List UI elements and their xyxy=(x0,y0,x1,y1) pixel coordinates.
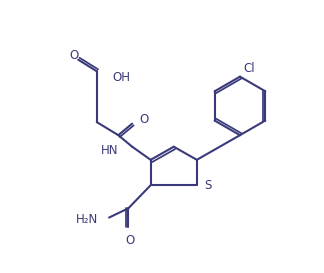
Text: OH: OH xyxy=(112,71,130,84)
Text: H₂N: H₂N xyxy=(76,213,98,225)
Text: O: O xyxy=(125,234,134,247)
Text: S: S xyxy=(204,179,212,192)
Text: Cl: Cl xyxy=(243,63,255,75)
Text: HN: HN xyxy=(101,144,118,157)
Text: O: O xyxy=(69,49,78,62)
Text: O: O xyxy=(140,113,149,126)
